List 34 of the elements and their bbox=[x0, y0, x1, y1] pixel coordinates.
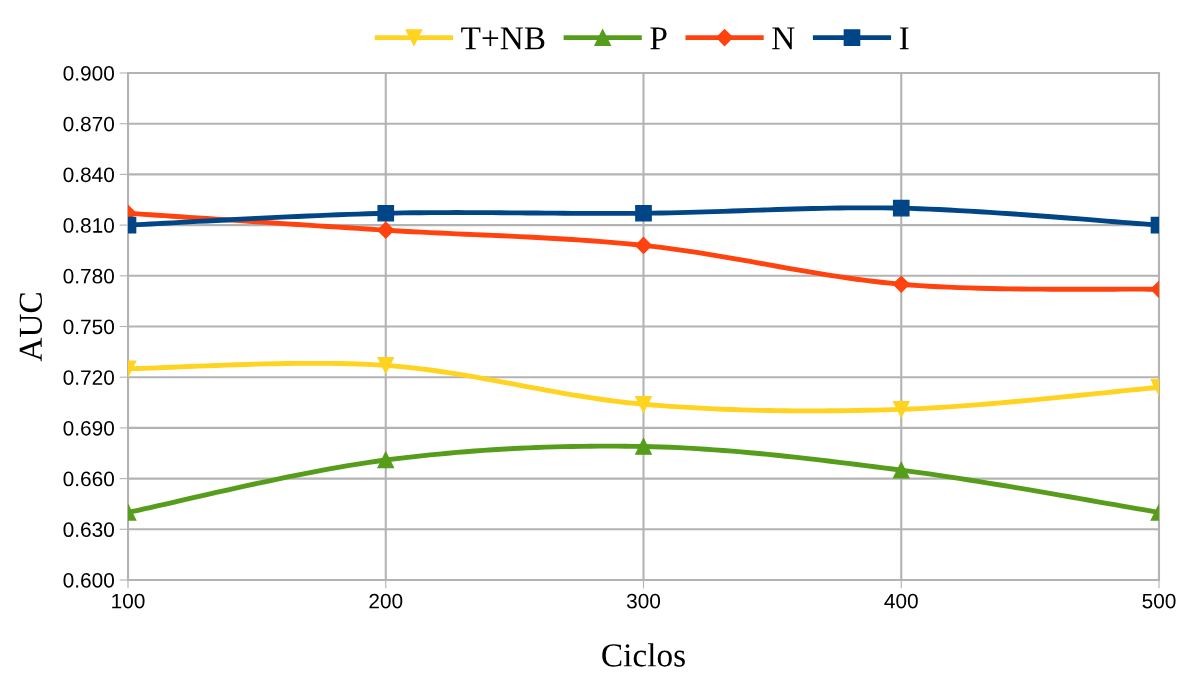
point bbox=[634, 236, 653, 254]
legend-label: I bbox=[899, 27, 909, 50]
point bbox=[892, 461, 910, 479]
y-axis-title: AUC bbox=[19, 293, 43, 362]
point bbox=[635, 395, 652, 413]
legend-label: P bbox=[650, 27, 667, 50]
legend-label: N bbox=[772, 27, 795, 50]
y-tick-label: 0.780 bbox=[63, 268, 114, 284]
point bbox=[892, 275, 910, 293]
y-tick-label: 0.600 bbox=[63, 573, 114, 588]
x-tick-label: 300 bbox=[626, 593, 661, 609]
y-tick-label: 0.660 bbox=[63, 471, 114, 487]
point bbox=[377, 204, 395, 222]
point bbox=[635, 204, 652, 222]
legend-label: T+NB bbox=[461, 27, 545, 50]
y-tick-label: 0.900 bbox=[63, 66, 114, 81]
x-tick-label: 200 bbox=[369, 593, 403, 609]
point bbox=[892, 199, 910, 217]
x-tick-label: 500 bbox=[1142, 593, 1176, 609]
point bbox=[892, 400, 910, 418]
point bbox=[377, 451, 395, 469]
y-tick-label: 0.870 bbox=[63, 116, 114, 132]
x-tick-label: 100 bbox=[112, 593, 145, 609]
y-tick-label: 0.630 bbox=[63, 522, 114, 538]
point bbox=[377, 221, 395, 239]
y-tick-label: 0.720 bbox=[63, 370, 114, 385]
y-tick-label: 0.750 bbox=[63, 319, 114, 335]
x-tick-label: 400 bbox=[884, 593, 918, 609]
y-tick-label: 0.690 bbox=[63, 420, 114, 436]
y-tick-label: 0.810 bbox=[63, 218, 114, 233]
x-axis-title: Ciclos bbox=[602, 643, 685, 667]
point bbox=[377, 357, 395, 374]
y-tick-label: 0.840 bbox=[63, 167, 114, 183]
point bbox=[635, 438, 652, 455]
